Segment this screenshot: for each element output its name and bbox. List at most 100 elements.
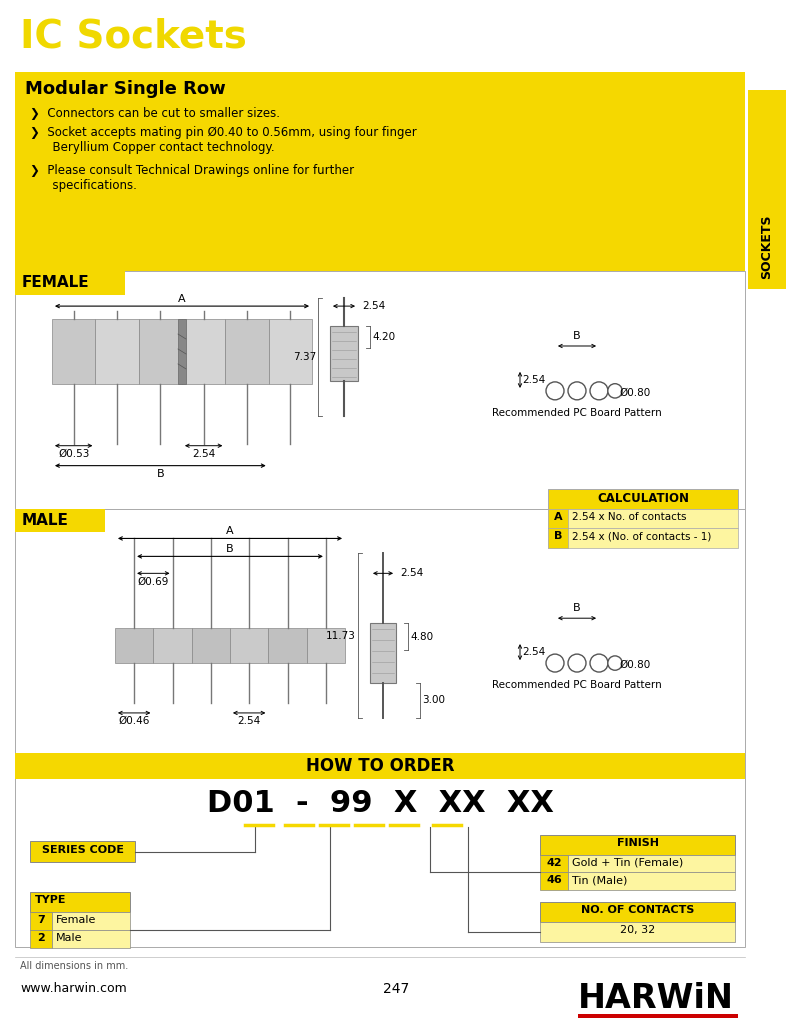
Bar [15, 753, 745, 778]
Text: ❯  Connectors can be cut to smaller sizes.: ❯ Connectors can be cut to smaller sizes… [30, 106, 280, 120]
Bar [548, 509, 738, 528]
Bar [52, 912, 130, 930]
Bar [52, 319, 95, 384]
Text: FINISH: FINISH [616, 838, 658, 848]
Circle shape [546, 382, 564, 399]
Bar [540, 872, 568, 891]
Text: 11.73: 11.73 [326, 631, 356, 641]
Bar [269, 319, 312, 384]
Text: Recommended PC Board Pattern: Recommended PC Board Pattern [492, 680, 662, 690]
Text: 42: 42 [546, 857, 561, 867]
Circle shape [568, 382, 586, 399]
Text: 3.00: 3.00 [422, 695, 445, 706]
Bar [568, 854, 735, 872]
Bar [95, 319, 139, 384]
Bar [30, 912, 52, 930]
Text: A: A [554, 512, 562, 521]
Bar [548, 488, 738, 509]
Text: All dimensions in mm.: All dimensions in mm. [20, 962, 128, 971]
Text: 2.54: 2.54 [522, 375, 546, 385]
Bar [330, 326, 358, 381]
Text: ❯  Socket accepts mating pin Ø0.40 to 0.56mm, using four finger
      Beryllium : ❯ Socket accepts mating pin Ø0.40 to 0.5… [30, 126, 417, 154]
Text: CALCULATION: CALCULATION [597, 492, 689, 505]
Bar [540, 902, 735, 923]
Text: B: B [573, 331, 580, 341]
Bar [540, 854, 568, 872]
Bar [139, 319, 182, 384]
Text: D01  -  99  X  XX  XX: D01 - 99 X XX XX [206, 788, 554, 818]
Bar [30, 930, 52, 948]
Text: 4.20: 4.20 [372, 332, 395, 342]
Text: Ø0.69: Ø0.69 [138, 577, 169, 587]
Text: B: B [156, 469, 164, 478]
Bar [15, 271, 125, 295]
Bar [15, 72, 745, 271]
Text: B: B [554, 531, 562, 542]
Text: SERIES CODE: SERIES CODE [41, 845, 124, 855]
Text: IC Sockets: IC Sockets [20, 18, 247, 56]
Text: Male: Male [56, 933, 82, 943]
Text: B: B [226, 545, 234, 554]
Bar [15, 271, 745, 509]
Circle shape [568, 654, 586, 672]
Circle shape [607, 384, 623, 398]
Text: MALE: MALE [22, 512, 69, 527]
Bar [15, 753, 745, 947]
Text: Modular Single Row: Modular Single Row [25, 80, 226, 97]
Bar [15, 509, 105, 532]
Text: A: A [178, 294, 186, 304]
Bar [230, 628, 268, 664]
Text: www.harwin.com: www.harwin.com [20, 982, 127, 995]
Text: NO. OF CONTACTS: NO. OF CONTACTS [580, 905, 694, 915]
Text: Ø0.80: Ø0.80 [619, 388, 650, 398]
Text: Female: Female [56, 915, 97, 926]
Bar [115, 628, 153, 664]
Text: Gold + Tin (Female): Gold + Tin (Female) [572, 857, 684, 867]
Text: B: B [573, 603, 580, 613]
Bar [225, 319, 269, 384]
Bar [578, 1014, 738, 1018]
Bar [548, 528, 568, 549]
Circle shape [590, 382, 608, 399]
Text: 2.54: 2.54 [362, 301, 385, 311]
Bar [178, 319, 186, 384]
Bar [52, 930, 130, 948]
Text: 2.54: 2.54 [400, 568, 423, 579]
Bar [307, 628, 345, 664]
Bar [540, 923, 735, 942]
Text: HOW TO ORDER: HOW TO ORDER [306, 757, 454, 775]
Bar [192, 628, 230, 664]
Text: Ø0.46: Ø0.46 [118, 716, 150, 726]
Text: 7: 7 [37, 915, 45, 926]
Text: FEMALE: FEMALE [22, 275, 90, 290]
Text: Tin (Male): Tin (Male) [572, 876, 627, 886]
Bar [540, 835, 735, 854]
Bar [30, 841, 135, 862]
Text: 7.37: 7.37 [293, 352, 316, 361]
Circle shape [546, 654, 564, 672]
Text: Ø0.53: Ø0.53 [58, 449, 90, 459]
Bar [748, 90, 786, 289]
Text: HARWiN: HARWiN [578, 982, 734, 1015]
Text: Recommended PC Board Pattern: Recommended PC Board Pattern [492, 408, 662, 418]
Text: Ø0.80: Ø0.80 [619, 660, 650, 670]
Text: ❯  Please consult Technical Drawings online for further
      specifications.: ❯ Please consult Technical Drawings onli… [30, 164, 354, 191]
Bar [153, 628, 192, 664]
Text: A: A [226, 526, 234, 537]
Text: SOCKETS: SOCKETS [760, 215, 773, 280]
Bar [370, 624, 396, 683]
Bar [268, 628, 307, 664]
Circle shape [607, 656, 623, 671]
Bar [182, 319, 225, 384]
Text: 2.54: 2.54 [192, 449, 215, 459]
Text: 46: 46 [546, 876, 562, 886]
Text: 2.54: 2.54 [238, 716, 261, 726]
Circle shape [590, 654, 608, 672]
Text: 2.54 x No. of contacts: 2.54 x No. of contacts [572, 512, 687, 521]
Text: 2.54: 2.54 [522, 647, 546, 657]
Bar [30, 892, 130, 912]
Text: 247: 247 [383, 982, 409, 996]
Text: 4.80: 4.80 [410, 632, 433, 642]
Bar [548, 509, 568, 528]
Bar [548, 528, 738, 549]
